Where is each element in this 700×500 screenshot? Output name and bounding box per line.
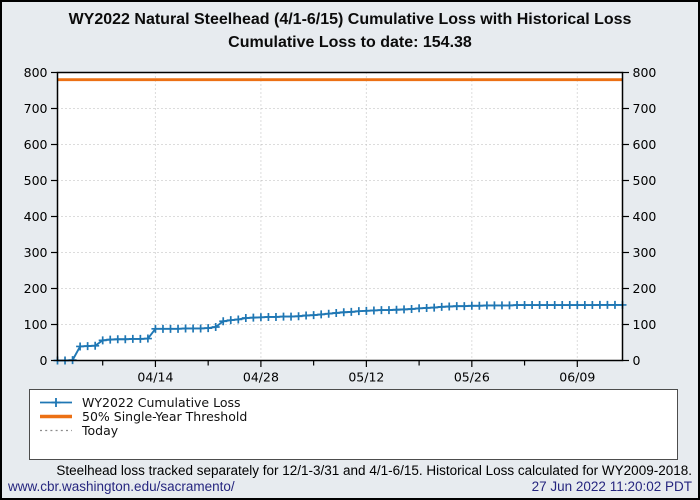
chart-subtitle: Cumulative Loss to date: 154.38 — [228, 33, 472, 51]
legend-item-today: Today — [38, 422, 677, 438]
svg-text:04/28: 04/28 — [243, 370, 279, 385]
svg-text:700: 700 — [24, 101, 48, 116]
legend-label: WY2022 Cumulative Loss — [82, 394, 241, 410]
legend-line-plus-icon — [40, 397, 72, 407]
svg-text:04/14: 04/14 — [137, 370, 173, 385]
footer-timestamp: 27 Jun 2022 11:20:02 PDT — [531, 479, 692, 494]
svg-text:500: 500 — [24, 173, 48, 188]
svg-text:600: 600 — [633, 137, 657, 152]
chart-title-block: WY2022 Natural Steelhead (4/1-6/15) Cumu… — [2, 9, 698, 54]
legend-box: WY2022 Cumulative Loss 50% Single-Year T… — [29, 389, 678, 460]
svg-text:300: 300 — [633, 245, 657, 260]
legend-dotted-line-icon — [40, 429, 72, 431]
svg-text:800: 800 — [633, 65, 657, 80]
x-axis-ticks: 04/14 04/28 05/12 05/26 06/09 — [102, 360, 595, 385]
svg-text:0: 0 — [633, 353, 641, 368]
svg-text:500: 500 — [633, 173, 657, 188]
svg-text:200: 200 — [633, 281, 657, 296]
svg-text:05/12: 05/12 — [348, 370, 384, 385]
svg-text:600: 600 — [24, 137, 48, 152]
svg-text:700: 700 — [633, 101, 657, 116]
chart-title: WY2022 Natural Steelhead (4/1-6/15) Cumu… — [68, 11, 632, 28]
svg-text:300: 300 — [24, 245, 48, 260]
svg-text:800: 800 — [24, 65, 48, 80]
svg-text:05/26: 05/26 — [454, 370, 490, 385]
legend-label: Today — [82, 422, 119, 438]
svg-text:06/09: 06/09 — [559, 370, 595, 385]
svg-text:400: 400 — [633, 209, 657, 224]
y-axis-ticks: 0 0 100 100 200 200 300 300 400 400 500 500 600 600 70… — [24, 65, 657, 368]
legend-item-threshold: 50% Single-Year Threshold — [38, 408, 677, 424]
footer-link[interactable]: www.cbr.washington.edu/sacramento/ — [8, 479, 235, 494]
footer-note: Steelhead loss tracked separately for 12… — [56, 463, 692, 478]
legend-threshold-line-icon — [40, 414, 72, 418]
svg-text:100: 100 — [633, 317, 657, 332]
svg-text:400: 400 — [24, 209, 48, 224]
svg-text:200: 200 — [24, 281, 48, 296]
svg-text:0: 0 — [40, 353, 48, 368]
legend-item-cumulative-loss: WY2022 Cumulative Loss — [38, 394, 677, 410]
legend-label: 50% Single-Year Threshold — [82, 408, 248, 424]
svg-text:100: 100 — [24, 317, 48, 332]
